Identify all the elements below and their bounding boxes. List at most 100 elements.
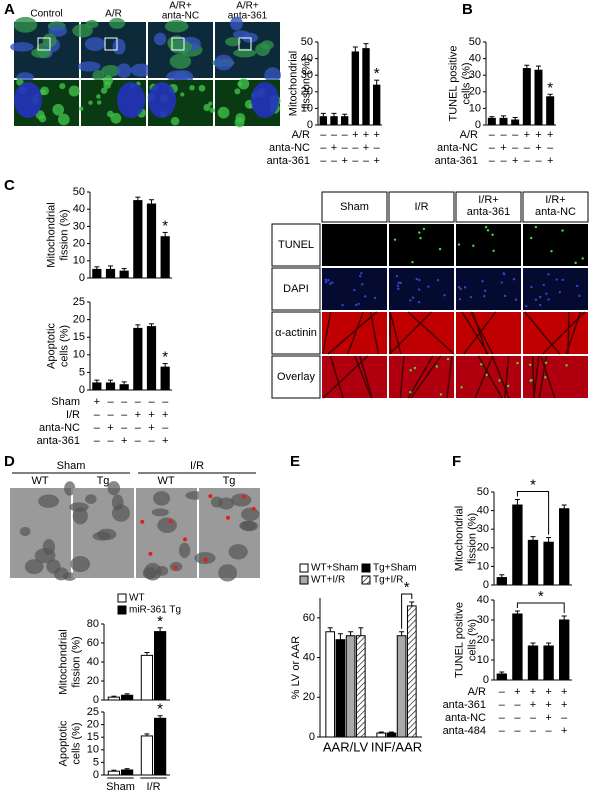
condition-label: A/R bbox=[292, 129, 310, 141]
dot bbox=[409, 299, 412, 302]
fiber-gap bbox=[354, 355, 373, 399]
mitochondrion bbox=[72, 507, 88, 525]
image-row-label: Overlay bbox=[277, 371, 315, 383]
y-axis-label: cells (%) bbox=[58, 325, 70, 367]
dot bbox=[530, 236, 533, 240]
inset-box bbox=[171, 37, 185, 51]
bar bbox=[146, 203, 157, 279]
mito bbox=[217, 106, 230, 119]
dot bbox=[507, 384, 510, 388]
cell bbox=[31, 47, 52, 58]
mitochondrion bbox=[34, 548, 56, 564]
fiber-gap bbox=[540, 355, 556, 399]
y-tick-label: 0 bbox=[307, 119, 313, 131]
dot bbox=[415, 277, 418, 281]
image-column-label: A/R bbox=[105, 9, 122, 20]
mito bbox=[68, 85, 80, 97]
dot bbox=[469, 296, 473, 299]
y-axis-label: Apoptotic bbox=[45, 323, 57, 369]
legend-label: Tg+Sham bbox=[373, 563, 417, 574]
bar bbox=[543, 541, 554, 586]
condition-label: anta-361 bbox=[443, 699, 486, 711]
fiber-gap bbox=[477, 355, 503, 399]
y-axis-label: Mitochondrial bbox=[57, 629, 69, 694]
condition-sign: – bbox=[514, 712, 521, 724]
mito bbox=[38, 114, 47, 123]
y-tick-label: 10 bbox=[477, 654, 489, 666]
fiber-gap bbox=[491, 355, 510, 399]
y-tick-label: 50 bbox=[469, 36, 481, 48]
dot bbox=[397, 281, 400, 285]
dot bbox=[393, 238, 397, 241]
bar bbox=[335, 639, 346, 738]
dot bbox=[436, 278, 440, 282]
y-tick-label: 20 bbox=[73, 238, 85, 250]
dot bbox=[460, 386, 463, 389]
fiber-gap bbox=[388, 311, 433, 355]
y-tick-label: 30 bbox=[477, 614, 489, 626]
mitochondrion bbox=[240, 507, 260, 521]
condition-sign: – bbox=[162, 422, 169, 434]
bar bbox=[396, 635, 407, 738]
mito bbox=[100, 87, 108, 94]
condition-sign: – bbox=[535, 155, 542, 167]
bar bbox=[92, 382, 102, 391]
y-tick-label: 40 bbox=[87, 656, 99, 668]
bar bbox=[351, 51, 360, 126]
dot bbox=[581, 257, 584, 260]
y-tick-label: 40 bbox=[477, 594, 489, 606]
dot bbox=[480, 363, 483, 366]
mitochondrion bbox=[85, 494, 97, 505]
dot bbox=[331, 281, 334, 284]
y-tick-label: 0 bbox=[79, 384, 85, 396]
y-tick-label: 40 bbox=[73, 203, 85, 215]
condition-sign: – bbox=[561, 712, 568, 724]
y-tick-label: 80 bbox=[87, 618, 99, 630]
cell bbox=[116, 63, 132, 79]
condition-sign: – bbox=[121, 396, 128, 408]
mito bbox=[238, 78, 250, 90]
condition-label: anta-NC bbox=[445, 712, 486, 724]
image-column-label: I/R+ bbox=[478, 194, 498, 206]
dot bbox=[399, 281, 402, 285]
condition-sign: – bbox=[121, 409, 128, 421]
significance: * bbox=[530, 476, 536, 493]
bar bbox=[107, 770, 121, 776]
condition-sign: – bbox=[489, 129, 496, 141]
legend-swatch bbox=[299, 563, 309, 573]
dot bbox=[486, 229, 490, 232]
dot bbox=[550, 249, 553, 253]
mito bbox=[170, 116, 180, 126]
fiber-gap bbox=[524, 311, 561, 355]
y-tick-label: 5 bbox=[79, 366, 85, 378]
mito bbox=[208, 101, 213, 106]
fiber-gap bbox=[347, 311, 364, 355]
dot bbox=[418, 278, 421, 282]
bar bbox=[546, 96, 555, 126]
y-tick-label: 20 bbox=[301, 86, 313, 98]
condition-sign: – bbox=[499, 712, 506, 724]
bar bbox=[376, 732, 387, 738]
fiber-gap bbox=[322, 311, 332, 355]
y-tick-label: 10 bbox=[87, 744, 99, 756]
condition-sign: – bbox=[374, 142, 381, 154]
cell bbox=[13, 16, 38, 33]
y-tick-label: 0 bbox=[309, 731, 315, 743]
dot bbox=[483, 289, 487, 292]
condition-label: anta-NC bbox=[437, 142, 478, 154]
y-tick-label: 50 bbox=[301, 36, 313, 48]
significance: * bbox=[157, 613, 163, 630]
dot bbox=[498, 379, 501, 382]
micrograph bbox=[523, 268, 588, 310]
condition-sign: – bbox=[352, 155, 359, 167]
condition-sign: – bbox=[499, 686, 506, 698]
mito bbox=[88, 100, 93, 105]
dot bbox=[529, 379, 532, 382]
fiber-gap bbox=[531, 355, 535, 399]
bar bbox=[511, 119, 520, 126]
condition-sign: + bbox=[545, 686, 551, 698]
mito bbox=[57, 113, 70, 126]
dot bbox=[354, 303, 358, 307]
micrograph bbox=[523, 224, 588, 266]
x-tick-label: AAR/LV bbox=[323, 739, 369, 754]
